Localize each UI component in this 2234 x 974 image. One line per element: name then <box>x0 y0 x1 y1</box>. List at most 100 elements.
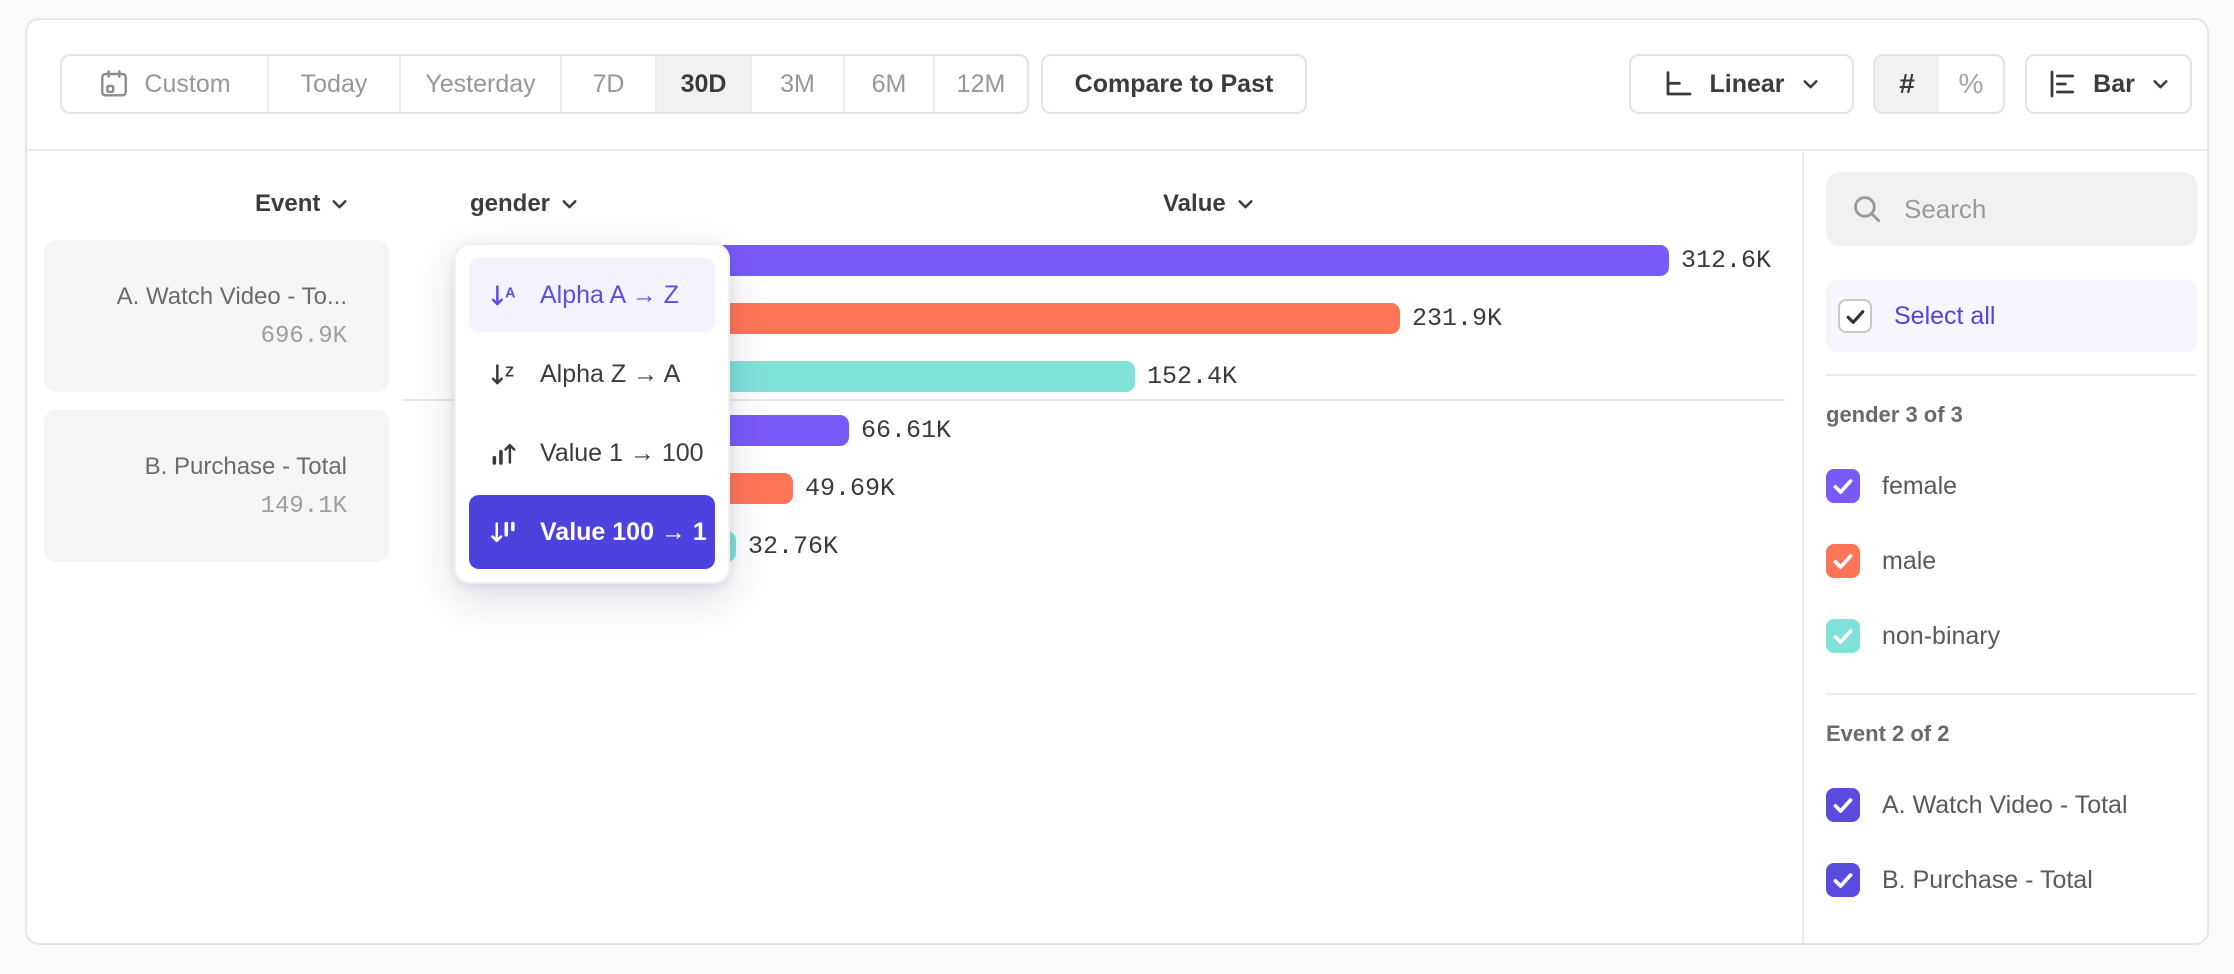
date-range-label: 3M <box>780 69 815 98</box>
checkbox-checked[interactable] <box>1826 469 1860 503</box>
date-range-30d[interactable]: 30D <box>657 56 752 112</box>
sort-option-value-100-1[interactable]: Value 100 → 1 <box>469 495 715 569</box>
date-range-custom[interactable]: Custom <box>62 56 269 112</box>
compare-to-past-button[interactable]: Compare to Past <box>1041 54 1307 114</box>
bar-row-a-watch-video-total-male: 231.9K <box>627 303 1502 334</box>
bar-value-label: 231.9K <box>1412 304 1503 333</box>
hash-icon: # <box>1899 68 1915 99</box>
chevron-down-icon <box>1800 74 1821 95</box>
filter-item-label: male <box>1882 546 1937 575</box>
search-icon <box>1850 192 1884 226</box>
number-format-percent[interactable]: % <box>1939 56 2003 112</box>
filter-item-label: non-binary <box>1882 621 2001 650</box>
check-icon <box>1830 473 1856 499</box>
scale-dropdown-button[interactable]: Linear <box>1629 54 1854 114</box>
chevron-down-icon <box>2150 74 2171 95</box>
checkbox-checked[interactable] <box>1826 863 1860 897</box>
sort-option-value-1-100[interactable]: Value 1 → 100 <box>469 416 715 490</box>
report-card: Custom Today Yesterday 7D 30D 3M 6M 12M … <box>25 18 2209 945</box>
calendar-icon <box>98 68 130 100</box>
bar-value-label: 49.69K <box>805 474 896 503</box>
number-format-toggle: # % <box>1873 54 2005 114</box>
date-range-3m[interactable]: 3M <box>752 56 845 112</box>
search-box[interactable] <box>1826 172 2197 246</box>
sort-option-label: Value 100 → 1 <box>540 517 707 546</box>
event-card-total: 696.9K <box>260 322 347 350</box>
date-range-6m[interactable]: 6M <box>845 56 935 112</box>
section-header-event-2-of-2: Event 2 of 2 <box>1826 721 1950 746</box>
sort-value-asc-icon <box>489 439 520 468</box>
date-range-label: 30D <box>680 69 727 98</box>
date-range-label: Custom <box>144 69 231 98</box>
event-card-a-watch-video-to[interactable]: A. Watch Video - To... 696.9K <box>44 240 389 392</box>
date-range-label: 7D <box>592 69 625 98</box>
date-range-label: 6M <box>871 69 907 98</box>
sort-option-label: Alpha Z → A <box>540 359 681 388</box>
event-card-name: A. Watch Video - To... <box>116 282 347 310</box>
chevron-down-icon <box>559 194 580 215</box>
sort-option-label: Value 1 → 100 <box>540 438 704 467</box>
filter-item-label: female <box>1882 471 1958 500</box>
chevron-down-icon <box>1235 194 1256 215</box>
chart-type-label: Bar <box>2093 69 2135 98</box>
sort-alpha-asc-icon: A <box>489 281 520 310</box>
event-column-header[interactable]: Event <box>255 190 350 218</box>
filter-item-non-binary[interactable]: non-binary <box>1826 619 2197 653</box>
event-card-name: B. Purchase - Total <box>144 452 347 480</box>
sort-option-alpha-a-z[interactable]: A Alpha A → Z <box>469 258 715 332</box>
percent-icon: % <box>1958 68 1984 99</box>
sort-option-alpha-z-a[interactable]: Z Alpha Z → A <box>469 337 715 411</box>
date-range-7d[interactable]: 7D <box>562 56 657 112</box>
checkbox-checked[interactable] <box>1826 619 1860 653</box>
filter-item-male[interactable]: male <box>1826 544 2197 578</box>
number-format-absolute[interactable]: # <box>1875 56 1939 112</box>
bar-chart-icon <box>2046 68 2078 100</box>
bar-row-a-watch-video-total-female: 312.6K <box>627 245 1771 276</box>
chart-type-dropdown-button[interactable]: Bar <box>2025 54 2192 114</box>
bar-value-label: 312.6K <box>1681 246 1772 275</box>
filter-sidebar: Select all gender 3 of 3 female male non… <box>1802 151 2209 943</box>
sort-value-desc-icon <box>489 518 520 547</box>
search-input[interactable] <box>1902 192 2173 226</box>
filter-item-label: B. Purchase - Total <box>1882 865 2093 894</box>
sort-option-label: Alpha A → Z <box>540 280 679 309</box>
filter-item-b-purchase-total[interactable]: B. Purchase - Total <box>1826 863 2197 897</box>
date-range-label: Yesterday <box>425 69 536 98</box>
bar-value-label: 32.76K <box>748 532 839 561</box>
chevron-down-icon <box>329 194 350 215</box>
date-range-today[interactable]: Today <box>269 56 401 112</box>
section-header-gender-3-of-3: gender 3 of 3 <box>1826 402 1963 427</box>
bar-value-label: 152.4K <box>1147 362 1238 391</box>
filter-sections: gender 3 of 3 female male non-binary Eve… <box>1826 374 2197 897</box>
check-icon <box>1830 867 1856 893</box>
event-card-total: 149.1K <box>260 492 347 520</box>
date-range-yesterday[interactable]: Yesterday <box>401 56 562 112</box>
bar-male[interactable] <box>627 303 1400 334</box>
sidebar-divider <box>1826 374 2197 376</box>
select-all-checkbox[interactable] <box>1838 299 1872 333</box>
bar-female[interactable] <box>627 245 1669 276</box>
date-range-12m[interactable]: 12M <box>935 56 1027 112</box>
event-card-b-purchase-total[interactable]: B. Purchase - Total 149.1K <box>44 410 389 562</box>
filter-item-a-watch-video-total[interactable]: A. Watch Video - Total <box>1826 788 2197 822</box>
sort-dropdown-menu: A Alpha A → Z Z Alpha Z → A Value 1 → 10… <box>454 243 730 584</box>
sort-alpha-desc-icon: Z <box>489 360 520 389</box>
value-column-header[interactable]: Value <box>1163 190 1256 218</box>
check-icon <box>1830 792 1856 818</box>
filter-item-female[interactable]: female <box>1826 469 2197 503</box>
group-divider <box>402 399 1785 401</box>
svg-text:A: A <box>505 285 515 301</box>
checkbox-checked[interactable] <box>1826 544 1860 578</box>
bar-value-label: 66.61K <box>861 416 952 445</box>
check-icon <box>1843 304 1868 329</box>
breakdown-column-header[interactable]: gender <box>470 190 580 218</box>
linear-scale-icon <box>1662 68 1694 100</box>
checkbox-checked[interactable] <box>1826 788 1860 822</box>
select-all-row[interactable]: Select all <box>1826 280 2197 352</box>
date-range-control: Custom Today Yesterday 7D 30D 3M 6M 12M <box>60 54 1029 114</box>
date-range-label: 12M <box>956 69 1006 98</box>
check-icon <box>1830 548 1856 574</box>
sidebar-divider <box>1826 693 2197 695</box>
check-icon <box>1830 623 1856 649</box>
